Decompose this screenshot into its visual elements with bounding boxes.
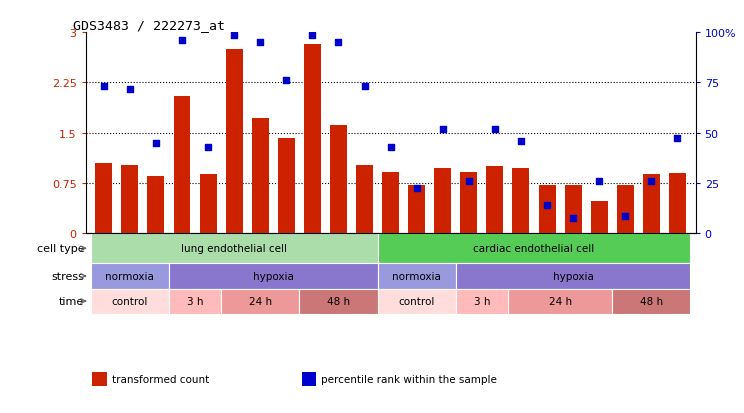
Point (228, 33, 240, 40)
Point (619, 214, 631, 220)
Bar (513, 168, 530, 234)
Bar (377, 289, 456, 314)
Text: percentile rank within the sample: percentile rank within the sample (321, 374, 497, 384)
Bar (508, 289, 612, 314)
Point (437, 127, 449, 133)
Bar (225, 50, 243, 234)
Point (489, 127, 501, 133)
Bar (121, 166, 138, 234)
Text: lung endothelial cell: lung endothelial cell (182, 244, 287, 254)
Text: 48 h: 48 h (640, 297, 663, 306)
Point (671, 135, 683, 142)
Text: transformed count: transformed count (112, 374, 209, 384)
Text: 48 h: 48 h (327, 297, 350, 306)
Text: control: control (399, 297, 434, 306)
Bar (301, 372, 316, 386)
Point (98, 83, 110, 90)
Bar (456, 289, 508, 314)
Bar (169, 264, 377, 289)
Bar (330, 125, 347, 234)
Bar (461, 172, 478, 234)
Point (333, 40, 344, 46)
Text: hypoxia: hypoxia (553, 271, 594, 281)
Point (645, 178, 657, 185)
Point (593, 178, 605, 185)
Bar (221, 289, 299, 314)
Bar (377, 234, 690, 264)
Text: time: time (59, 297, 84, 306)
Text: cardiac endothelial cell: cardiac endothelial cell (473, 244, 594, 254)
Bar (304, 45, 321, 234)
Bar (91, 289, 169, 314)
Bar (91, 234, 377, 264)
Text: GDS3483 / 222273_at: GDS3483 / 222273_at (74, 19, 225, 32)
Text: stress: stress (51, 271, 84, 281)
Point (176, 38, 188, 44)
Bar (539, 185, 556, 234)
Bar (95, 164, 112, 234)
Bar (92, 372, 106, 386)
Bar (617, 185, 634, 234)
Point (202, 145, 214, 151)
Point (254, 40, 266, 46)
Bar (565, 185, 582, 234)
Text: 3 h: 3 h (187, 297, 203, 306)
Point (307, 33, 318, 40)
Point (567, 216, 579, 222)
Bar (591, 202, 608, 234)
Bar (147, 177, 164, 234)
Text: normoxia: normoxia (106, 271, 154, 281)
Bar (173, 97, 190, 234)
Bar (669, 173, 686, 234)
Point (150, 140, 162, 147)
Text: 3 h: 3 h (474, 297, 490, 306)
Bar (251, 119, 269, 234)
Text: hypoxia: hypoxia (253, 271, 294, 281)
Point (541, 202, 553, 209)
Text: normoxia: normoxia (392, 271, 441, 281)
Point (515, 138, 527, 145)
Text: control: control (112, 297, 148, 306)
Bar (356, 166, 373, 234)
Text: 24 h: 24 h (248, 297, 272, 306)
Bar (456, 264, 690, 289)
Bar (377, 264, 456, 289)
Bar (382, 172, 399, 234)
Point (124, 87, 136, 93)
Bar (199, 175, 217, 234)
Bar (408, 185, 425, 234)
Bar (169, 289, 221, 314)
Text: cell type: cell type (36, 244, 84, 254)
Bar (434, 168, 451, 234)
Point (385, 145, 397, 151)
Bar (299, 289, 377, 314)
Bar (278, 139, 295, 234)
Point (463, 178, 475, 185)
Point (359, 83, 371, 90)
Bar (91, 264, 169, 289)
Text: 24 h: 24 h (548, 297, 571, 306)
Bar (487, 167, 504, 234)
Point (280, 78, 292, 85)
Point (411, 185, 423, 192)
Bar (643, 175, 660, 234)
Bar (612, 289, 690, 314)
